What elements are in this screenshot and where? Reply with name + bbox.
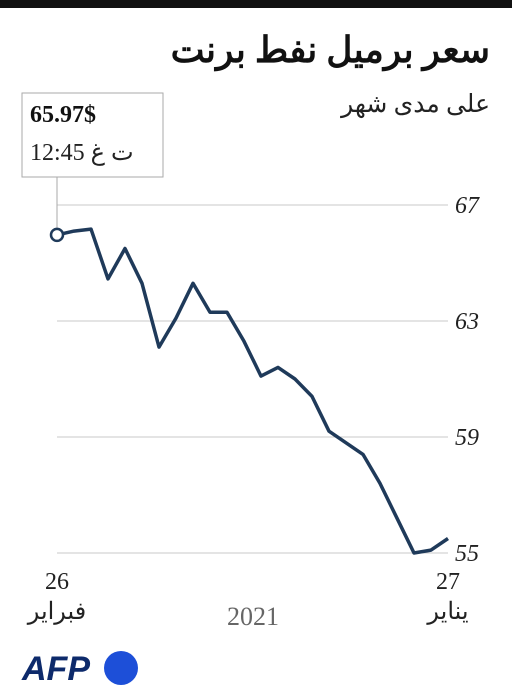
chart-title: سعر برميل نفط برنت xyxy=(171,30,490,72)
callout-time: 12:45 ت غ xyxy=(30,140,134,166)
x-tick-label: 27 يناير xyxy=(427,569,469,625)
chart-subtitle: على مدى شهر xyxy=(339,91,490,119)
y-tick-label: 67 xyxy=(455,193,480,219)
y-tick-label: 63 xyxy=(455,309,479,335)
y-tick-label: 55 xyxy=(455,541,479,567)
price-line xyxy=(56,227,449,555)
source-logo: AFP xyxy=(21,650,90,688)
latest-point xyxy=(49,227,65,243)
callout-box xyxy=(21,92,164,178)
x-axis-label: 2021 xyxy=(227,602,279,631)
logo-dot xyxy=(104,651,138,685)
top-bar xyxy=(0,0,512,8)
y-tick-label: 59 xyxy=(455,425,479,451)
callout-value: 65.97$ xyxy=(30,102,96,128)
x-tick-label: 26 فبراير xyxy=(27,569,87,625)
